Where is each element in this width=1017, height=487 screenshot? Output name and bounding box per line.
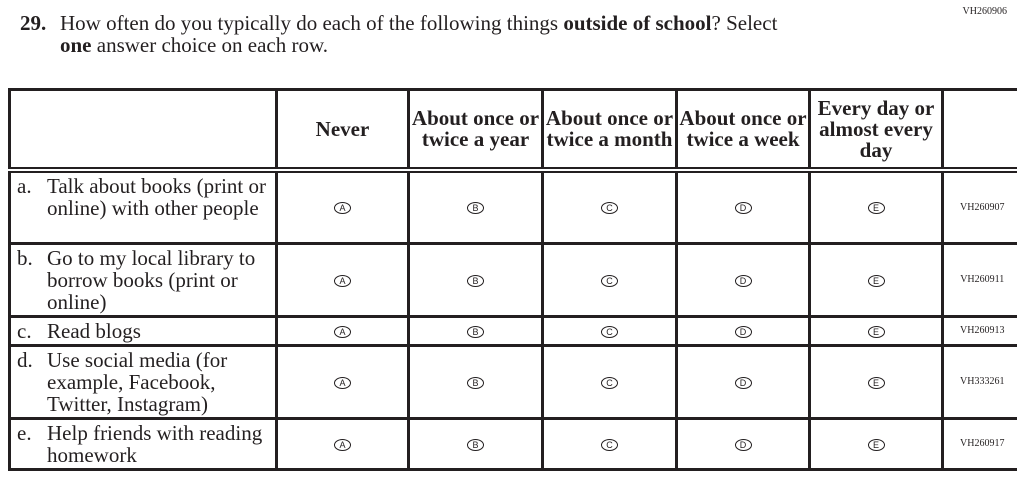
answer-bubble-c[interactable]: C [601, 274, 618, 287]
question-instruction: answer choice on each row. [91, 33, 329, 57]
answer-bubble-d[interactable]: D [734, 202, 752, 215]
answer-cell: B [407, 416, 544, 471]
answer-bubble-b[interactable]: B [467, 274, 484, 287]
header-blank [8, 88, 278, 173]
answer-cell: B [407, 343, 544, 420]
answer-bubble-a[interactable]: A [334, 376, 351, 389]
answer-cell: E [808, 241, 944, 318]
table-row: c. Read blogs A B C D E VH260913 [8, 314, 1017, 347]
header-code-blank [941, 88, 1017, 173]
question-number: 29. [20, 11, 47, 35]
item-code: VH260907 [941, 168, 1017, 245]
row-letter: b. [17, 245, 33, 270]
item-code: VH260913 [941, 314, 1017, 347]
item-code: VH260917 [941, 416, 1017, 471]
answer-cell: B [407, 241, 544, 318]
table-row: a. Talk about books (print or online) wit… [8, 168, 1017, 245]
answer-cell: C [541, 168, 678, 245]
answer-bubble-a[interactable]: A [334, 325, 351, 338]
column-header: About once or twice a month [541, 88, 678, 173]
answer-bubble-a[interactable]: A [334, 202, 351, 215]
answer-bubble-c[interactable]: C [601, 438, 618, 451]
table-row: e. Help friends with reading homework A B C D… [8, 416, 1017, 471]
answer-cell: A [275, 416, 410, 471]
item-code: VH333261 [941, 343, 1017, 420]
page-code: VH260906 [962, 6, 1007, 17]
answer-bubble-e[interactable]: E [867, 325, 885, 338]
answer-cell: C [541, 416, 678, 471]
answer-cell: C [541, 314, 678, 347]
answer-bubble-c[interactable]: C [601, 202, 618, 215]
row-text: Talk about books (print or online) with … [47, 174, 266, 220]
answer-cell: A [275, 241, 410, 318]
row-letter: e. [17, 420, 32, 445]
table-row: b. Go to my local library to borrow books… [8, 241, 1017, 318]
column-header: Never [275, 88, 410, 173]
row-label: d. Use social media (for example, Faceboo… [8, 343, 278, 420]
answer-cell: C [541, 241, 678, 318]
answer-bubble-a[interactable]: A [334, 274, 351, 287]
answer-cell: E [808, 343, 944, 420]
answer-cell: D [675, 168, 811, 245]
answer-cell: A [275, 343, 410, 420]
answer-bubble-d[interactable]: D [734, 438, 752, 451]
column-header: About once or twice a week [675, 88, 811, 173]
answer-cell: D [675, 416, 811, 471]
answer-cell: E [808, 314, 944, 347]
row-letter: a. [17, 174, 32, 198]
row-letter: c. [17, 318, 32, 343]
row-text: Go to my local library to borrow books (… [47, 245, 256, 314]
answer-bubble-b[interactable]: B [467, 325, 484, 338]
column-header: About once or twice a year [407, 88, 544, 173]
row-label: b. Go to my local library to borrow books… [8, 241, 278, 318]
row-text: Help friends with reading homework [47, 420, 263, 467]
answer-cell: E [808, 416, 944, 471]
row-label: c. Read blogs [8, 314, 278, 347]
response-grid: Never About once or twice a year About onc… [8, 88, 1017, 471]
question-emphasis: outside of school [563, 11, 712, 35]
answer-cell: B [407, 314, 544, 347]
answer-bubble-c[interactable]: C [601, 376, 618, 389]
row-letter: d. [17, 347, 33, 372]
answer-cell: B [407, 168, 544, 245]
row-text: Use social media (for example, Facebook,… [47, 347, 228, 416]
column-header: Every day or almost every day [808, 88, 944, 173]
answer-cell: E [808, 168, 944, 245]
table-row: d. Use social media (for example, Faceboo… [8, 343, 1017, 420]
answer-bubble-a[interactable]: A [334, 438, 351, 451]
answer-bubble-b[interactable]: B [467, 438, 484, 451]
question-text-end: ? Select [711, 11, 778, 35]
answer-cell: D [675, 241, 811, 318]
answer-bubble-e[interactable]: E [867, 274, 885, 287]
answer-bubble-b[interactable]: B [467, 376, 484, 389]
answer-bubble-e[interactable]: E [867, 202, 885, 215]
answer-bubble-d[interactable]: D [734, 274, 752, 287]
answer-bubble-e[interactable]: E [867, 376, 885, 389]
question-text: How often do you typically do each of th… [60, 11, 564, 35]
header-row: Never About once or twice a year About onc… [8, 88, 1017, 173]
question-prompt: 29. How often do you typically do each of… [20, 12, 920, 56]
answer-bubble-d[interactable]: D [734, 376, 752, 389]
question-emphasis-one: one [60, 33, 92, 57]
answer-cell: A [275, 168, 410, 245]
row-text: Read blogs [47, 318, 141, 343]
answer-cell: C [541, 343, 678, 420]
answer-bubble-e[interactable]: E [867, 438, 885, 451]
row-label: a. Talk about books (print or online) wit… [8, 168, 278, 245]
item-code: VH260911 [941, 241, 1017, 318]
answer-bubble-b[interactable]: B [467, 202, 484, 215]
answer-cell: A [275, 314, 410, 347]
answer-bubble-d[interactable]: D [734, 325, 752, 338]
answer-cell: D [675, 314, 811, 347]
row-label: e. Help friends with reading homework [8, 416, 278, 471]
answer-cell: D [675, 343, 811, 420]
answer-bubble-c[interactable]: C [601, 325, 618, 338]
